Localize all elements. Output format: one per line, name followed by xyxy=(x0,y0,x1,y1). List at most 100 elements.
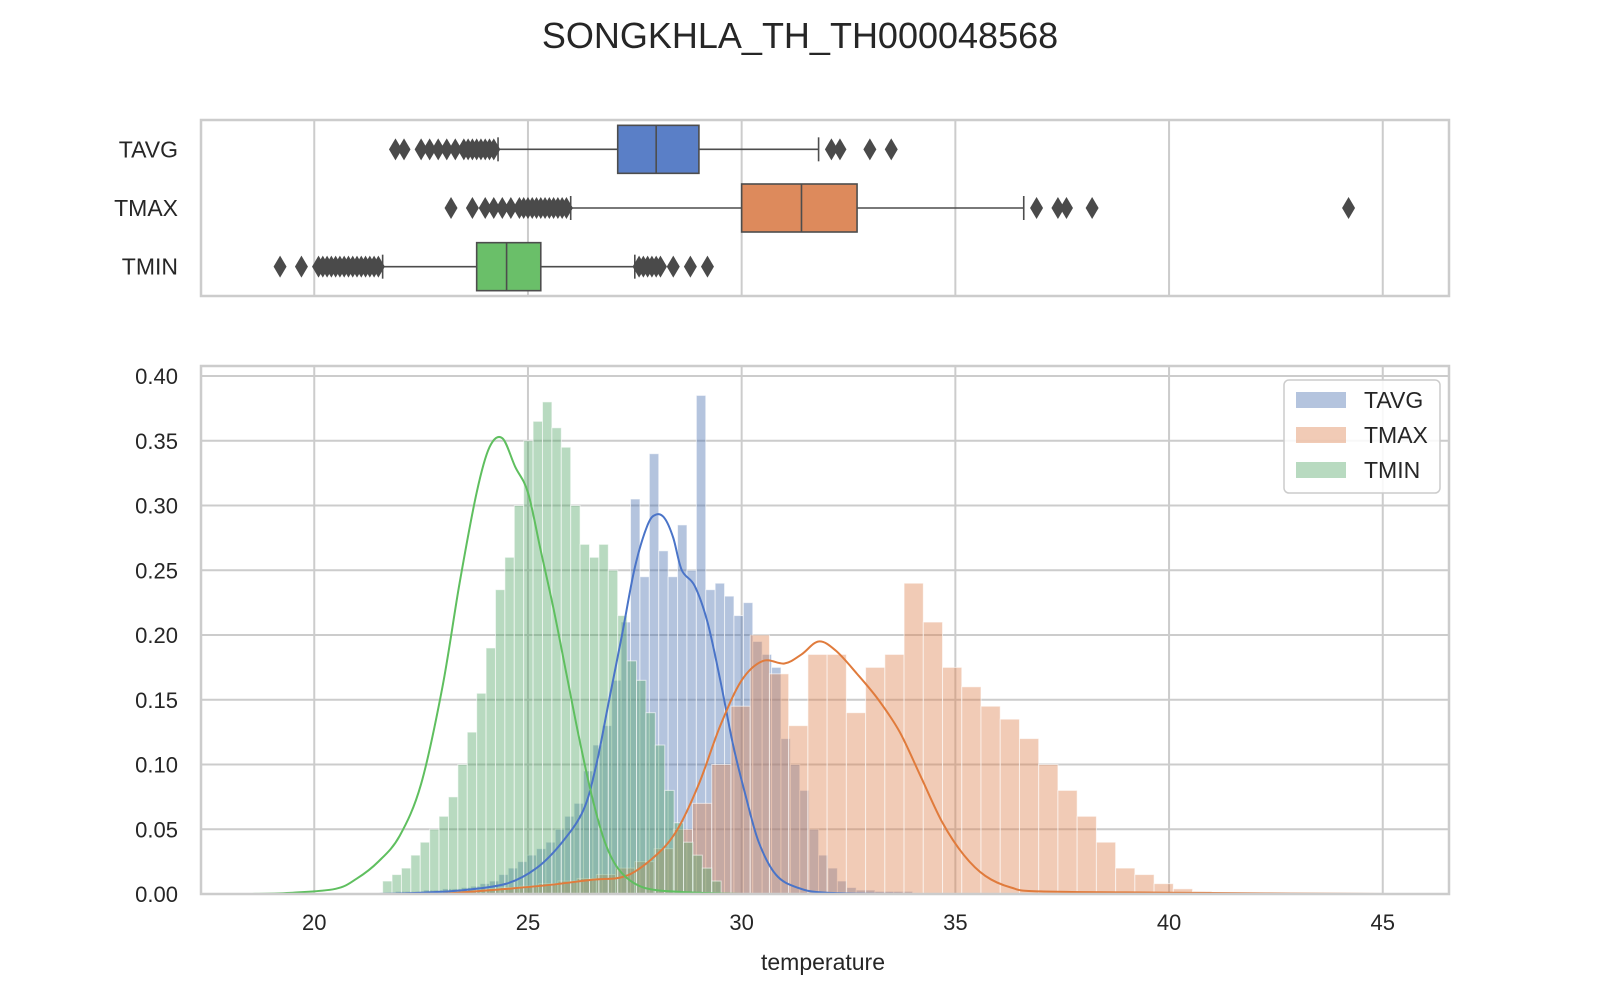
box-tmin xyxy=(273,241,714,292)
y-tick-labels: 0.00 0.05 0.10 0.15 0.20 0.25 0.30 0.35 0.40 xyxy=(135,364,178,907)
hist-bar xyxy=(788,725,809,895)
hist-bar xyxy=(768,673,790,895)
box-tavg xyxy=(388,124,898,175)
x-tick-label: 20 xyxy=(302,910,326,935)
boxplot-category-labels: TAVG TMAX TMIN xyxy=(114,136,178,279)
hist-bar xyxy=(617,615,628,895)
iqr-box xyxy=(616,124,700,175)
outlier-point xyxy=(884,138,898,161)
hist-bar xyxy=(466,731,478,895)
kde-tmin xyxy=(250,435,742,895)
hist-bar xyxy=(410,854,421,895)
hist-bar xyxy=(999,718,1020,895)
outlier-point xyxy=(444,197,458,219)
legend-frame xyxy=(1283,379,1441,494)
legend-swatch xyxy=(1296,427,1346,443)
outlier-point xyxy=(431,138,445,161)
hist-bar xyxy=(551,427,562,895)
category-label-tmax: TMAX xyxy=(114,195,178,221)
hist-bar xyxy=(589,556,600,895)
hist-bar xyxy=(532,420,543,895)
outlier-point xyxy=(824,138,838,161)
outlier-point xyxy=(273,255,287,278)
legend-swatch xyxy=(1296,462,1346,478)
legend-label: TMAX xyxy=(1364,422,1428,448)
outlier-point xyxy=(423,138,437,161)
hist-bar xyxy=(692,854,703,895)
y-tick-label: 0.40 xyxy=(135,364,178,389)
outlier-point xyxy=(414,138,428,161)
y-tick-label: 0.00 xyxy=(135,882,178,907)
x-tick-label: 35 xyxy=(943,910,967,935)
hist-bar xyxy=(1134,874,1155,895)
hist-bar xyxy=(400,867,412,895)
boxplot-frame xyxy=(199,118,1451,298)
hist-bar xyxy=(636,679,647,895)
outlier-point xyxy=(495,197,509,219)
outlier-point xyxy=(478,197,492,219)
hist-bar xyxy=(749,634,770,895)
outlier-point xyxy=(1059,197,1073,219)
outlier-point xyxy=(440,138,454,161)
hist-bar xyxy=(654,744,666,895)
legend-item-tmin: TMIN xyxy=(1296,457,1420,483)
outlier-point xyxy=(487,138,501,161)
hist-bar xyxy=(1095,841,1117,895)
outlier-point xyxy=(397,138,411,161)
hist-bar xyxy=(607,569,619,895)
outlier-point xyxy=(388,138,402,161)
boxplot-panel: TAVG TMAX TMIN xyxy=(114,118,1451,298)
hist-bar xyxy=(438,815,449,895)
hist-bar xyxy=(1038,764,1059,895)
y-tick-label: 0.05 xyxy=(135,817,178,842)
hist-bar xyxy=(903,582,924,895)
hist-bar xyxy=(382,880,393,895)
y-tick-label: 0.15 xyxy=(135,688,178,713)
kde-curves xyxy=(250,435,1383,895)
x-tick-labels: 20 25 30 35 40 45 xyxy=(302,910,1395,935)
hist-bar xyxy=(645,712,656,895)
iqr-box xyxy=(740,183,858,233)
kde-tavg xyxy=(378,513,913,895)
outlier-point xyxy=(371,255,385,278)
hist-bar xyxy=(683,841,694,895)
outlier-point xyxy=(294,255,308,278)
hist-bar xyxy=(447,796,459,895)
box-tmax xyxy=(444,183,1356,233)
y-tick-label: 0.30 xyxy=(135,494,178,519)
hist-bar xyxy=(711,880,722,895)
hist-bar xyxy=(1076,815,1097,895)
bars-tavg xyxy=(394,394,914,895)
y-tick-label: 0.25 xyxy=(135,558,178,583)
x-tick-label: 25 xyxy=(516,910,540,935)
hist-bar xyxy=(626,660,638,895)
hist-bar xyxy=(884,653,905,895)
legend-item-tmax: TMAX xyxy=(1296,422,1428,448)
hist-bar xyxy=(826,653,847,895)
outlier-point xyxy=(465,197,479,219)
legend-label: TMIN xyxy=(1364,457,1420,483)
outlier-point xyxy=(833,138,847,161)
legend-swatch xyxy=(1296,392,1346,408)
histogram-plot-area xyxy=(201,366,1449,894)
outlier-point xyxy=(487,197,501,219)
chart-title: SONGKHLA_TH_TH000048568 xyxy=(542,15,1058,56)
hist-bar xyxy=(942,666,963,895)
hist-bar xyxy=(711,764,732,895)
histogram-frame xyxy=(199,364,1451,896)
y-tick-label: 0.10 xyxy=(135,753,178,778)
legend-item-tavg: TAVG xyxy=(1296,387,1423,413)
hist-bar xyxy=(419,841,431,895)
hist-bar xyxy=(457,764,468,895)
hist-bar xyxy=(391,874,402,895)
iqr-box xyxy=(475,241,542,292)
outlier-point xyxy=(1085,197,1099,219)
hist-bar xyxy=(476,692,487,895)
x-tick-label: 30 xyxy=(729,910,753,935)
hist-bar xyxy=(1057,789,1078,895)
hist-bar xyxy=(922,621,944,895)
x-tick-label: 45 xyxy=(1371,910,1395,935)
x-axis-label: temperature xyxy=(761,949,885,975)
kde-tmax xyxy=(442,640,1383,895)
category-label-tmin: TMIN xyxy=(122,254,178,280)
